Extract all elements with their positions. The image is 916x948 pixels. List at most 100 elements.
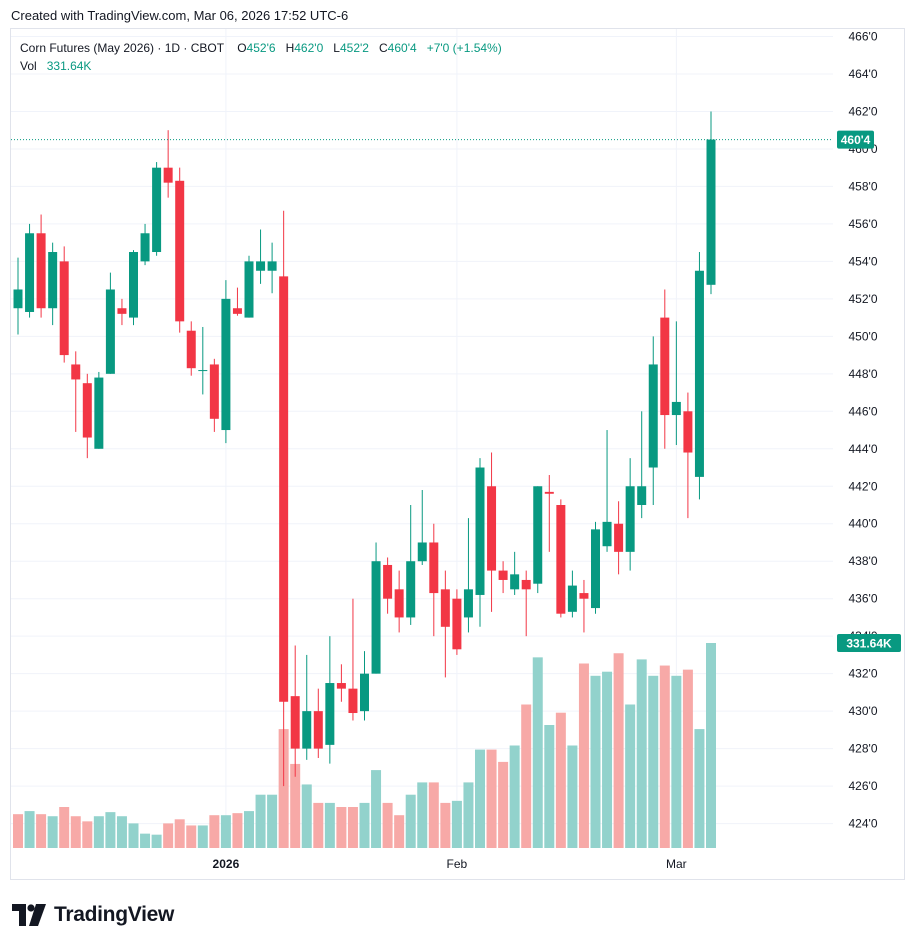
y-tick-label: 426'0 <box>849 779 878 793</box>
candle-body <box>406 561 416 618</box>
y-tick-label: 430'0 <box>849 704 878 718</box>
volume-bar <box>151 834 162 848</box>
volume-label[interactable]: Vol <box>20 59 37 73</box>
volume-bar <box>521 704 532 848</box>
candle-body <box>614 523 624 552</box>
candle-body <box>475 467 485 595</box>
candle-body <box>383 564 393 599</box>
volume-bar <box>267 794 278 848</box>
volume-bar <box>290 763 301 848</box>
volume-bar <box>451 800 462 848</box>
candle-body <box>336 683 346 689</box>
candle-body <box>94 377 104 449</box>
tradingview-logo[interactable]: TradingView <box>12 903 174 927</box>
chart-legend: Corn Futures (May 2026) · 1D · CBOT O452… <box>20 39 502 75</box>
volume-bar <box>532 657 543 848</box>
y-tick-label: 466'0 <box>849 30 878 44</box>
candle-body <box>671 401 681 416</box>
candle-body <box>487 486 497 571</box>
candle-body <box>637 486 647 505</box>
symbol-title[interactable]: Corn Futures (May 2026) · 1D · CBOT <box>20 41 224 55</box>
volume-value: 331.64K <box>46 59 92 73</box>
volume-bar <box>578 663 589 848</box>
volume-bar <box>602 671 613 848</box>
volume-bar <box>324 802 335 848</box>
volume-bar <box>475 749 485 848</box>
candle-body <box>186 330 196 369</box>
volume-bar <box>498 761 509 848</box>
volume-bar <box>682 669 693 848</box>
candle-body <box>325 683 335 745</box>
candle-body <box>267 261 277 271</box>
candle-body <box>221 298 231 431</box>
candle-body <box>244 261 254 318</box>
candle-body <box>348 688 358 714</box>
candle-body <box>521 579 531 590</box>
volume-bar <box>555 712 566 848</box>
legend-volume-row: Vol 331.64K <box>20 57 502 75</box>
candle-body <box>694 270 704 477</box>
candle-body <box>567 585 577 612</box>
candle-body <box>429 542 439 594</box>
low-value: 452'2 <box>339 41 369 55</box>
close-value: 460'4 <box>387 41 417 55</box>
volume-bar <box>706 643 716 848</box>
volume-bar <box>382 802 393 848</box>
volume-bar <box>301 784 312 848</box>
last-price-badge-text: 460'4 <box>841 133 871 147</box>
candle-body <box>232 308 242 314</box>
volume-bar <box>186 825 197 848</box>
candle-body <box>440 589 450 627</box>
volume-bar <box>417 782 428 848</box>
volume-bar <box>82 821 93 848</box>
candle-body <box>140 233 150 262</box>
volume-bar <box>486 749 497 848</box>
y-tick-label: 450'0 <box>849 329 878 343</box>
volume-bar <box>544 725 555 848</box>
candle-body <box>510 574 520 590</box>
volume-bar <box>567 745 578 848</box>
volume-bar <box>105 812 116 848</box>
last-price-badge <box>837 130 874 149</box>
y-tick-label: 428'0 <box>849 742 878 756</box>
candle-body <box>579 593 589 599</box>
tradingview-logo-text: TradingView <box>54 903 175 926</box>
candle-body <box>152 167 162 253</box>
open-value: 452'6 <box>246 41 276 55</box>
volume-bar <box>625 704 636 848</box>
candle-body <box>371 561 381 674</box>
x-tick-label: 2026 <box>213 857 240 871</box>
candle-body <box>591 529 600 609</box>
y-tick-label: 462'0 <box>849 104 878 118</box>
volume-bar <box>59 807 70 848</box>
volume-bar <box>509 745 520 848</box>
candle-body <box>602 521 612 547</box>
price-chart[interactable]: 466'0464'0462'0460'0458'0456'0454'0452'0… <box>0 0 916 890</box>
volume-bar <box>405 794 416 848</box>
candle-body <box>198 370 208 372</box>
volume-bar <box>174 819 185 848</box>
last-volume-badge-text: 331.64K <box>846 637 892 651</box>
volume-bar <box>347 807 358 848</box>
candle-body <box>648 364 658 468</box>
chart-frame <box>10 28 905 880</box>
candle-body <box>129 252 138 318</box>
candle-body <box>313 711 323 749</box>
candle-body <box>290 696 300 749</box>
low-label: L <box>333 41 340 55</box>
volume-bar <box>613 653 624 848</box>
candle-body <box>625 486 635 552</box>
candle-body <box>706 139 716 285</box>
y-tick-label: 456'0 <box>849 217 878 231</box>
candle-body <box>48 252 58 309</box>
candle-body <box>163 167 173 183</box>
y-tick-label: 454'0 <box>849 254 878 268</box>
volume-bar <box>220 815 231 848</box>
candle-body <box>660 317 670 416</box>
volume-bar <box>209 815 220 848</box>
open-label: O <box>237 41 247 55</box>
candle-body <box>71 364 81 380</box>
volume-bar <box>278 729 289 848</box>
volume-bar <box>659 665 670 848</box>
volume-bar <box>636 659 647 848</box>
